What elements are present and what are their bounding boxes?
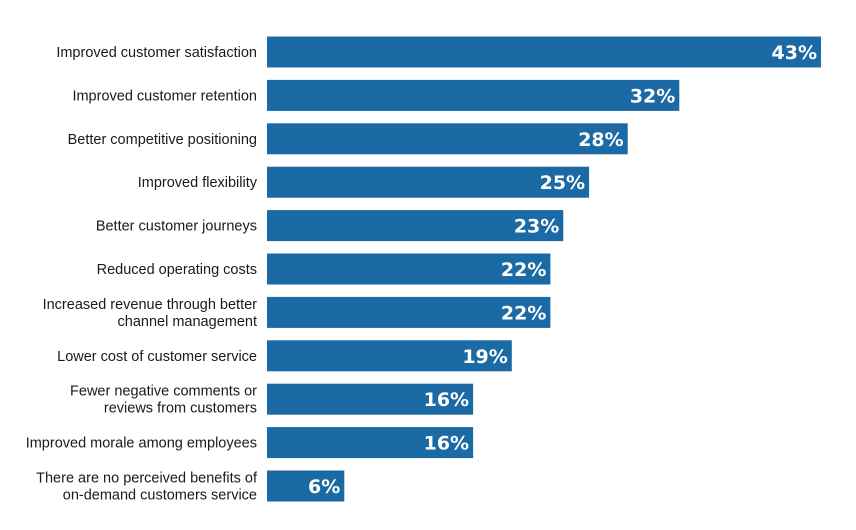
category-label-line: Reduced operating costs [97,262,257,278]
value-label-7: 22% [501,302,546,324]
category-label-line: Better customer journeys [96,219,257,235]
category-label-1: Improved customer satisfaction [56,45,257,61]
bar-11 [267,470,345,502]
category-label-line: Lower cost of customer service [57,349,257,365]
value-label-5: 23% [514,216,559,238]
category-label-5: Better customer journeys [96,219,257,235]
value-label-3: 28% [578,129,623,151]
category-label-line: There are no perceived benefits of [36,471,258,487]
category-label-line: on-demand customers service [63,488,257,504]
value-labels-group: 43% 32% 28% 25% 23% 22% 22% 19% 16% 16% 6% [308,42,817,498]
value-label-1: 43% [772,42,817,64]
value-label-11: 6% [308,476,340,498]
bar-4 [267,166,590,198]
bars-group [267,36,821,502]
bar-1 [267,36,821,68]
bar-2 [267,79,680,111]
category-label-8: Lower cost of customer service [57,349,257,365]
value-label-6: 22% [501,259,546,281]
bar-8 [267,340,512,372]
category-labels-group: Improved customer satisfaction Improved c… [26,45,258,504]
category-label-3: Better competitive positioning [68,132,257,148]
value-label-8: 19% [462,346,507,368]
category-label-2: Improved customer retention [72,88,257,104]
bar-6 [267,253,551,285]
bar-10 [267,427,474,459]
category-label-line: Improved customer retention [72,88,257,104]
category-label-4: Improved flexibility [138,175,258,191]
category-label-10: Improved morale among employees [26,436,257,452]
category-label-line: Improved flexibility [138,175,258,191]
category-label-line: Improved morale among employees [26,436,257,452]
value-label-2: 32% [630,85,675,107]
category-label-7: Increased revenue through better channel … [43,297,258,330]
value-label-9: 16% [424,389,469,411]
bar-5 [267,210,564,242]
category-label-9: Fewer negative comments or reviews from c… [70,384,257,417]
bar-7 [267,296,551,328]
category-label-line: channel management [118,314,257,330]
category-label-line: Increased revenue through better [43,297,258,313]
category-label-line: Better competitive positioning [68,132,257,148]
category-label-line: reviews from customers [104,401,257,417]
category-label-11: There are no perceived benefits of on-dem… [36,471,258,504]
value-label-10: 16% [424,433,469,455]
category-label-line: Fewer negative comments or [70,384,257,400]
bar-9 [267,383,474,415]
category-label-6: Reduced operating costs [97,262,257,278]
bar-3 [267,123,628,155]
value-label-4: 25% [540,172,585,194]
category-label-line: Improved customer satisfaction [56,45,257,61]
